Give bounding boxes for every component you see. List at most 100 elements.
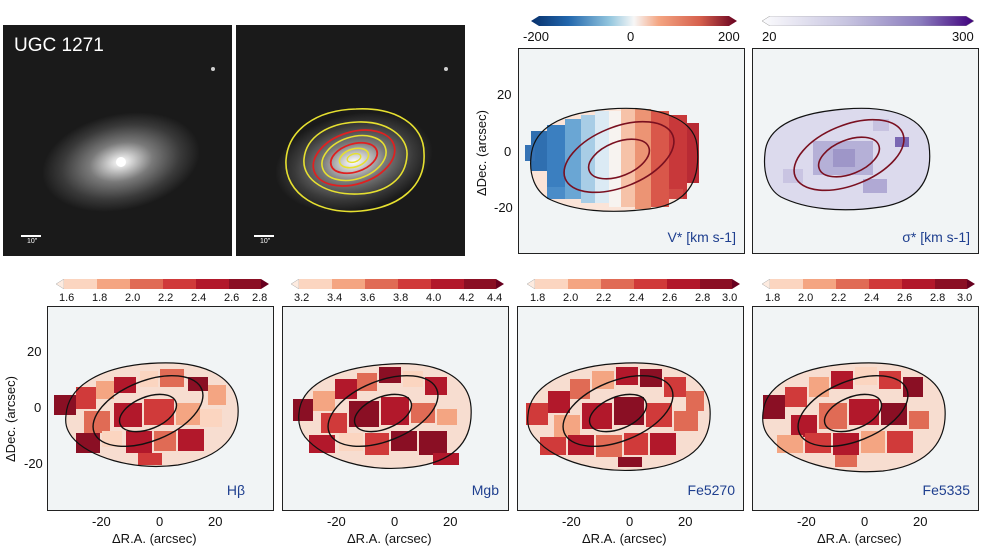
cbar-tick: 1.8 <box>92 292 108 304</box>
yellow-contour-5 <box>346 152 362 164</box>
fe5270-map-label: Fe5270 <box>687 482 735 498</box>
x-tick: 0 <box>156 514 164 529</box>
hbeta-contour-outer <box>92 375 204 447</box>
velocity-map-pixels <box>525 108 699 212</box>
galaxy-contour-panel: 10" <box>236 25 465 256</box>
red-contour-outer <box>312 129 396 187</box>
mgb-contour-inner <box>353 393 413 433</box>
velocity-map-svg <box>525 107 699 212</box>
x-tick: 20 <box>913 514 928 529</box>
mgb-contour-outer <box>327 375 439 447</box>
galaxy-contour-svg <box>254 67 448 237</box>
y-tick-bottom-neg20: -20 <box>24 456 43 471</box>
galaxy-name: UGC 1271 <box>14 35 104 56</box>
sigma-contour-inner <box>817 136 881 178</box>
fe5270-outer-isophote <box>527 362 711 471</box>
fe5270-colorbar <box>527 279 740 289</box>
x-tick: 20 <box>208 514 223 529</box>
fe5270-contour-inner <box>588 393 648 433</box>
galaxy-core <box>116 157 126 167</box>
cbar-tick: 1.8 <box>765 292 781 304</box>
velocity-colorbar-svg <box>531 16 737 26</box>
x-axis-label: ΔR.A. (arcsec) <box>582 531 667 546</box>
cbar-tick: 2.2 <box>831 292 847 304</box>
fe5270-colorbar-svg <box>527 279 740 289</box>
x-tick: 20 <box>443 514 458 529</box>
mgb-map-panel: Mgb <box>282 306 509 511</box>
y-tick-top-20: 20 <box>497 87 512 102</box>
sigma-colorbar <box>762 16 974 26</box>
galaxy-image-svg <box>21 67 215 237</box>
cbar-tick: 3.8 <box>393 292 409 304</box>
y-tick-top-neg20: -20 <box>494 200 513 215</box>
y-tick-top-0: 0 <box>504 144 512 159</box>
fe5335-contour-inner <box>823 393 883 433</box>
x-tick: -20 <box>797 514 816 529</box>
x-axis-label: ΔR.A. (arcsec) <box>112 531 197 546</box>
cbar-tick: 3.0 <box>722 292 738 304</box>
velocity-outer-isophote <box>530 107 699 212</box>
foreground-star <box>444 67 448 71</box>
cbar-tick: 2.0 <box>563 292 579 304</box>
mgb-map-label: Mgb <box>471 482 499 498</box>
sigma-map-svg <box>763 107 931 211</box>
x-tick: 0 <box>626 514 634 529</box>
sigma-contour-outer <box>793 118 905 192</box>
hbeta-map-panel: Hβ <box>47 306 274 511</box>
scale-bar-label: 10" <box>260 238 271 245</box>
cbar-tick: 2.2 <box>158 292 174 304</box>
x-tick: -20 <box>562 514 581 529</box>
fe5335-contour-outer <box>797 375 909 447</box>
red-contour-inner <box>329 141 379 175</box>
cbar-tick: 4.0 <box>426 292 442 304</box>
yellow-contour-2 <box>303 121 408 195</box>
velocity-map-panel: V* [km s-1] <box>518 48 745 254</box>
cbar-tick: 2.4 <box>864 292 880 304</box>
sigma-map-pixels <box>764 108 930 210</box>
sigma-map-panel: σ* [km s-1] <box>752 48 979 254</box>
cbar-tick: 2.0 <box>798 292 814 304</box>
fe5335-map-label: Fe5335 <box>922 482 970 498</box>
fe5270-contour-outer <box>562 375 674 447</box>
x-axis-label: ΔR.A. (arcsec) <box>347 531 432 546</box>
cbar-tick: 2.6 <box>897 292 913 304</box>
mgb-colorbar <box>291 279 504 289</box>
y-tick-bottom-0: 0 <box>34 400 42 415</box>
sigma-cbar-tick-min: 20 <box>762 29 777 44</box>
cbar-tick: 2.8 <box>930 292 946 304</box>
hbeta-contour-inner <box>118 393 178 433</box>
y-axis-label-bottom: ΔDec. (arcsec) <box>3 376 18 462</box>
cbar-tick: 1.8 <box>530 292 546 304</box>
hbeta-map-pixels <box>54 369 226 465</box>
cbar-tick: 2.8 <box>252 292 268 304</box>
yellow-contour-3 <box>321 134 387 182</box>
cbar-tick: 2.6 <box>662 292 678 304</box>
x-tick: 0 <box>861 514 869 529</box>
yellow-contour-outer <box>285 108 425 213</box>
sigma-cbar-tick-max: 300 <box>952 29 974 44</box>
mgb-map-svg <box>293 363 472 469</box>
x-tick: 20 <box>678 514 693 529</box>
cbar-tick: 3.6 <box>360 292 376 304</box>
velocity-contour-inner <box>587 138 651 180</box>
sigma-outer-isophote <box>763 107 931 211</box>
cbar-tick: 2.6 <box>224 292 240 304</box>
cbar-tick: 2.4 <box>629 292 645 304</box>
fe5335-colorbar <box>762 279 975 289</box>
velocity-map-label: V* [km s-1] <box>667 229 736 245</box>
cbar-tick: 2.0 <box>125 292 141 304</box>
velocity-colorbar <box>531 16 737 26</box>
x-tick: -20 <box>92 514 111 529</box>
fe5335-map-panel: Fe5335 <box>752 306 979 511</box>
x-tick: 0 <box>391 514 399 529</box>
fe5270-map-panel: Fe5270 <box>517 306 744 511</box>
fe5270-map-svg <box>526 362 711 471</box>
cbar-tick: 1.6 <box>59 292 75 304</box>
fe5335-outer-isophote <box>762 362 946 473</box>
velocity-cbar-tick-max: 200 <box>718 29 740 44</box>
cbar-tick: 3.2 <box>294 292 310 304</box>
cbar-tick: 3.0 <box>957 292 973 304</box>
cbar-tick: 4.4 <box>487 292 503 304</box>
y-tick-bottom-20: 20 <box>27 344 42 359</box>
hbeta-colorbar <box>56 279 269 289</box>
